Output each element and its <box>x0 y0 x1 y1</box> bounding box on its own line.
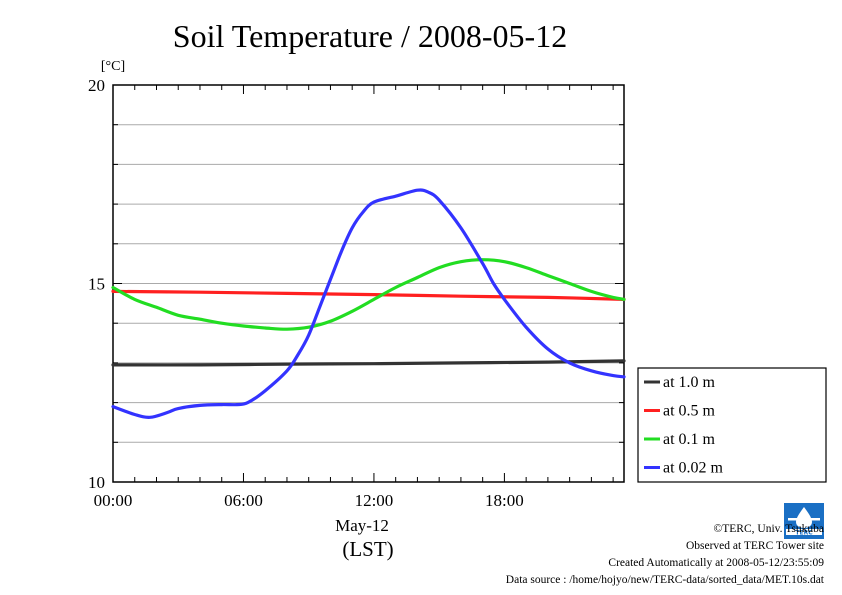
y-tick-label: 10 <box>88 473 105 492</box>
credit-copyright: ©TERC, Univ. Tsukuba <box>714 523 824 535</box>
legend-label-at-1-0-m: at 1.0 m <box>663 374 716 391</box>
y-unit-label: [°C] <box>101 59 125 74</box>
svg-text:TERC: TERC <box>795 530 813 537</box>
x-zone-label: (LST) <box>342 537 393 561</box>
axis-ticks: 00:00 06:00 12:00 18:00 20 15 10 <box>88 76 624 510</box>
legend-label-at-0-1-m: at 0.1 m <box>663 431 716 448</box>
y-tick-label: 20 <box>88 76 105 95</box>
x-tick-label: 12:00 <box>355 491 394 510</box>
credit-created: Created Automatically at 2008-05-12/23:5… <box>608 557 824 569</box>
grid-lines <box>113 124 624 443</box>
x-tick-label: 18:00 <box>485 491 524 510</box>
series-line-at-0-5-m <box>111 289 626 301</box>
series-line-at-0-02-m <box>111 188 626 419</box>
y-tick-label: 15 <box>88 275 105 294</box>
x-date-label: May-12 <box>335 516 389 535</box>
series-line-at-0-1-m <box>111 258 626 331</box>
credit-source: Data source : /home/hojyo/new/TERC-data/… <box>506 574 825 586</box>
series-line-at-1-0-m <box>111 359 626 367</box>
series-lines <box>111 188 626 419</box>
legend-label-at-0-02-m: at 0.02 m <box>663 460 724 477</box>
chart-title: Soil Temperature / 2008-05-12 <box>173 18 567 54</box>
legend-label-at-0-5-m: at 0.5 m <box>663 403 716 420</box>
legend: at 1.0 m at 0.5 m at 0.1 m at 0.02 m <box>637 367 827 483</box>
x-tick-label: 06:00 <box>224 491 263 510</box>
terc-logo: TERC <box>784 503 824 539</box>
credit-observed: Observed at TERC Tower site <box>686 540 824 552</box>
x-tick-label: 00:00 <box>94 491 133 510</box>
legend-box <box>637 367 827 483</box>
